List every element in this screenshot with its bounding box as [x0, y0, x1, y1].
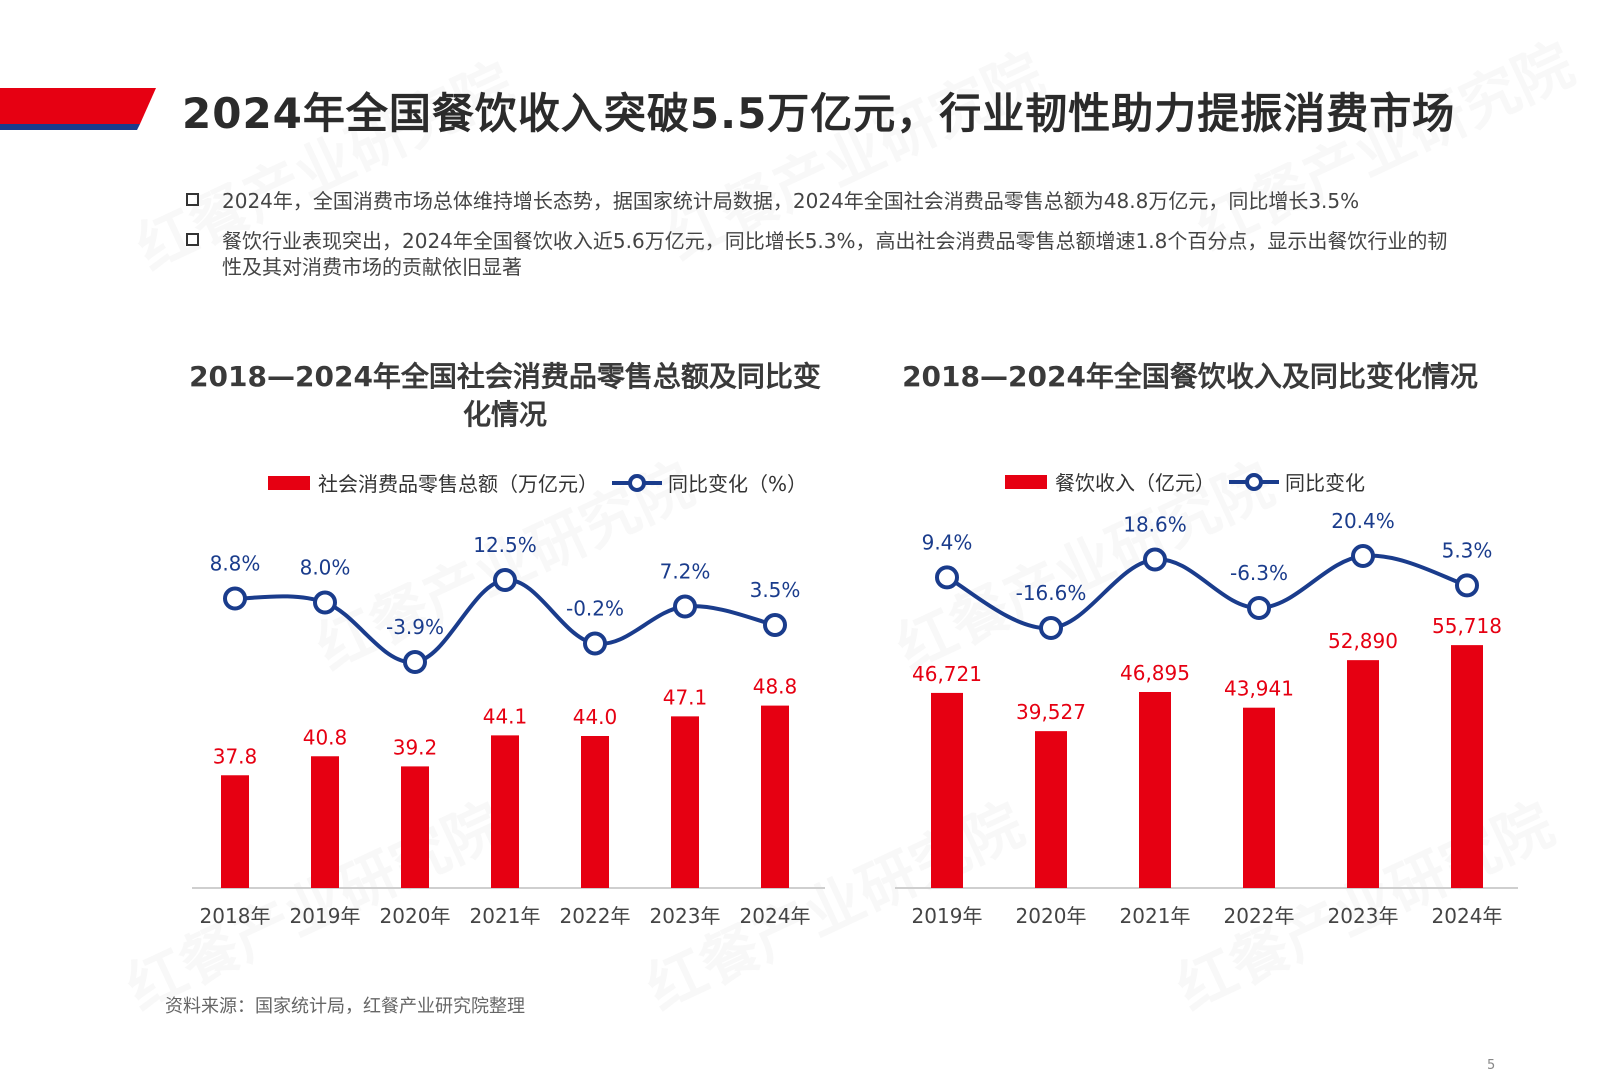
bar-value-label: 44.1 [483, 704, 528, 728]
bar-value-label: 46,721 [912, 662, 982, 686]
bullet-list: 2024年，全国消费市场总体维持增长态势，据国家统计局数据，2024年全国社会消… [186, 188, 1466, 294]
yoy-value-label: 9.4% [922, 530, 973, 554]
bar [1035, 731, 1067, 888]
yoy-point [763, 613, 787, 637]
legend-bar-label: 社会消费品零售总额（万亿元） [318, 472, 598, 496]
bar [1243, 707, 1275, 888]
bar-value-label: 43,941 [1224, 677, 1294, 701]
x-tick-label: 2020年 [380, 904, 451, 928]
yoy-point [493, 568, 517, 592]
x-tick-label: 2023年 [1328, 904, 1399, 928]
chart-title-retail: 2018—2024年全国社会消费品零售总额及同比变化情况 [189, 360, 821, 431]
bar-value-label: 47.1 [663, 685, 708, 709]
yoy-value-label: 5.3% [1442, 538, 1493, 562]
x-tick-label: 2021年 [470, 904, 541, 928]
legend-bar-swatch [268, 475, 310, 490]
yoy-point [1247, 595, 1271, 620]
legend-bar-label: 餐饮收入（亿元） [1055, 471, 1215, 495]
legend-retail: 社会消费品零售总额（万亿元） 同比变化（%） [268, 468, 807, 497]
bar-value-label: 44.0 [573, 705, 618, 729]
yoy-value-label: 3.5% [750, 578, 801, 602]
bar [221, 775, 249, 888]
bar-value-label: 48.8 [753, 675, 798, 699]
square-bullet-icon [186, 193, 199, 206]
yoy-value-label: -0.2% [566, 597, 624, 621]
bar-value-label: 46,895 [1120, 661, 1190, 685]
x-tick-label: 2019年 [912, 904, 983, 928]
page-number: 5 [1487, 1058, 1496, 1073]
square-bullet-icon [186, 233, 199, 246]
yoy-point [1351, 544, 1375, 568]
yoy-point [1039, 616, 1063, 640]
legend-catering: 餐饮收入（亿元） 同比变化 [1005, 467, 1365, 496]
yoy-value-label: -3.9% [386, 615, 444, 639]
bar-value-label: 39,527 [1016, 700, 1086, 724]
bar [401, 766, 429, 888]
bar [1347, 660, 1379, 888]
x-tick-label: 2022年 [560, 904, 631, 928]
yoy-value-label: 20.4% [1331, 509, 1395, 533]
x-tick-label: 2021年 [1120, 904, 1191, 928]
yoy-point [673, 594, 697, 619]
bullet-item: 2024年，全国消费市场总体维持增长态势，据国家统计局数据，2024年全国社会消… [186, 188, 1466, 214]
x-tick-label: 2020年 [1016, 904, 1087, 928]
legend-line-label: 同比变化（%） [668, 472, 808, 496]
x-tick-label: 2023年 [650, 904, 721, 928]
bar [1139, 691, 1171, 888]
bar [931, 692, 963, 888]
yoy-point [1455, 573, 1479, 598]
title-banner-stripe [0, 88, 156, 130]
x-tick-label: 2022年 [1224, 904, 1295, 928]
legend-bar-swatch [1005, 474, 1047, 489]
bullet-item: 餐饮行业表现突出，2024年全国餐饮收入近5.6万亿元，同比增长5.3%，高出社… [186, 228, 1466, 280]
yoy-point [583, 631, 607, 656]
yoy-point [403, 650, 427, 674]
chart-title-catering: 2018—2024年全国餐饮收入及同比变化情况 [902, 360, 1478, 393]
yoy-value-label: 8.0% [300, 556, 351, 580]
bar-value-label: 37.8 [213, 744, 258, 768]
bar-value-label: 39.2 [393, 735, 438, 759]
yoy-value-label: 7.2% [660, 560, 711, 584]
source-note: 资料来源：国家统计局，红餐产业研究院整理 [165, 996, 525, 1017]
bar [491, 735, 519, 888]
bar-value-label: 55,718 [1432, 614, 1502, 638]
yoy-value-label: 18.6% [1123, 513, 1187, 537]
yoy-point [313, 590, 337, 615]
bullet-text: 餐饮行业表现突出，2024年全国餐饮收入近5.6万亿元，同比增长5.3%，高出社… [222, 229, 1448, 279]
x-tick-label: 2019年 [290, 904, 361, 928]
yoy-point [1143, 547, 1167, 572]
x-tick-label: 2024年 [740, 904, 811, 928]
bar-value-label: 52,890 [1328, 629, 1398, 653]
bar [311, 756, 339, 888]
bar [761, 705, 789, 888]
x-tick-label: 2024年 [1432, 904, 1503, 928]
yoy-value-label: -16.6% [1016, 581, 1087, 605]
yoy-point [223, 586, 247, 611]
bar [1451, 645, 1483, 888]
bar [671, 716, 699, 888]
page-title: 2024年全国餐饮收入突破5.5万亿元，行业韧性助力提振消费市场 [182, 89, 1456, 138]
yoy-value-label: 8.8% [210, 552, 261, 576]
legend-line-swatch [1229, 472, 1279, 491]
yoy-point [935, 565, 959, 590]
yoy-value-label: 12.5% [473, 533, 537, 557]
legend-line-swatch [612, 473, 662, 492]
bar [581, 736, 609, 888]
bar-value-label: 40.8 [303, 725, 348, 749]
x-tick-label: 2018年 [200, 904, 271, 928]
bullet-text: 2024年，全国消费市场总体维持增长态势，据国家统计局数据，2024年全国社会消… [222, 189, 1360, 213]
legend-line-label: 同比变化 [1285, 471, 1365, 495]
yoy-value-label: -6.3% [1230, 561, 1288, 585]
